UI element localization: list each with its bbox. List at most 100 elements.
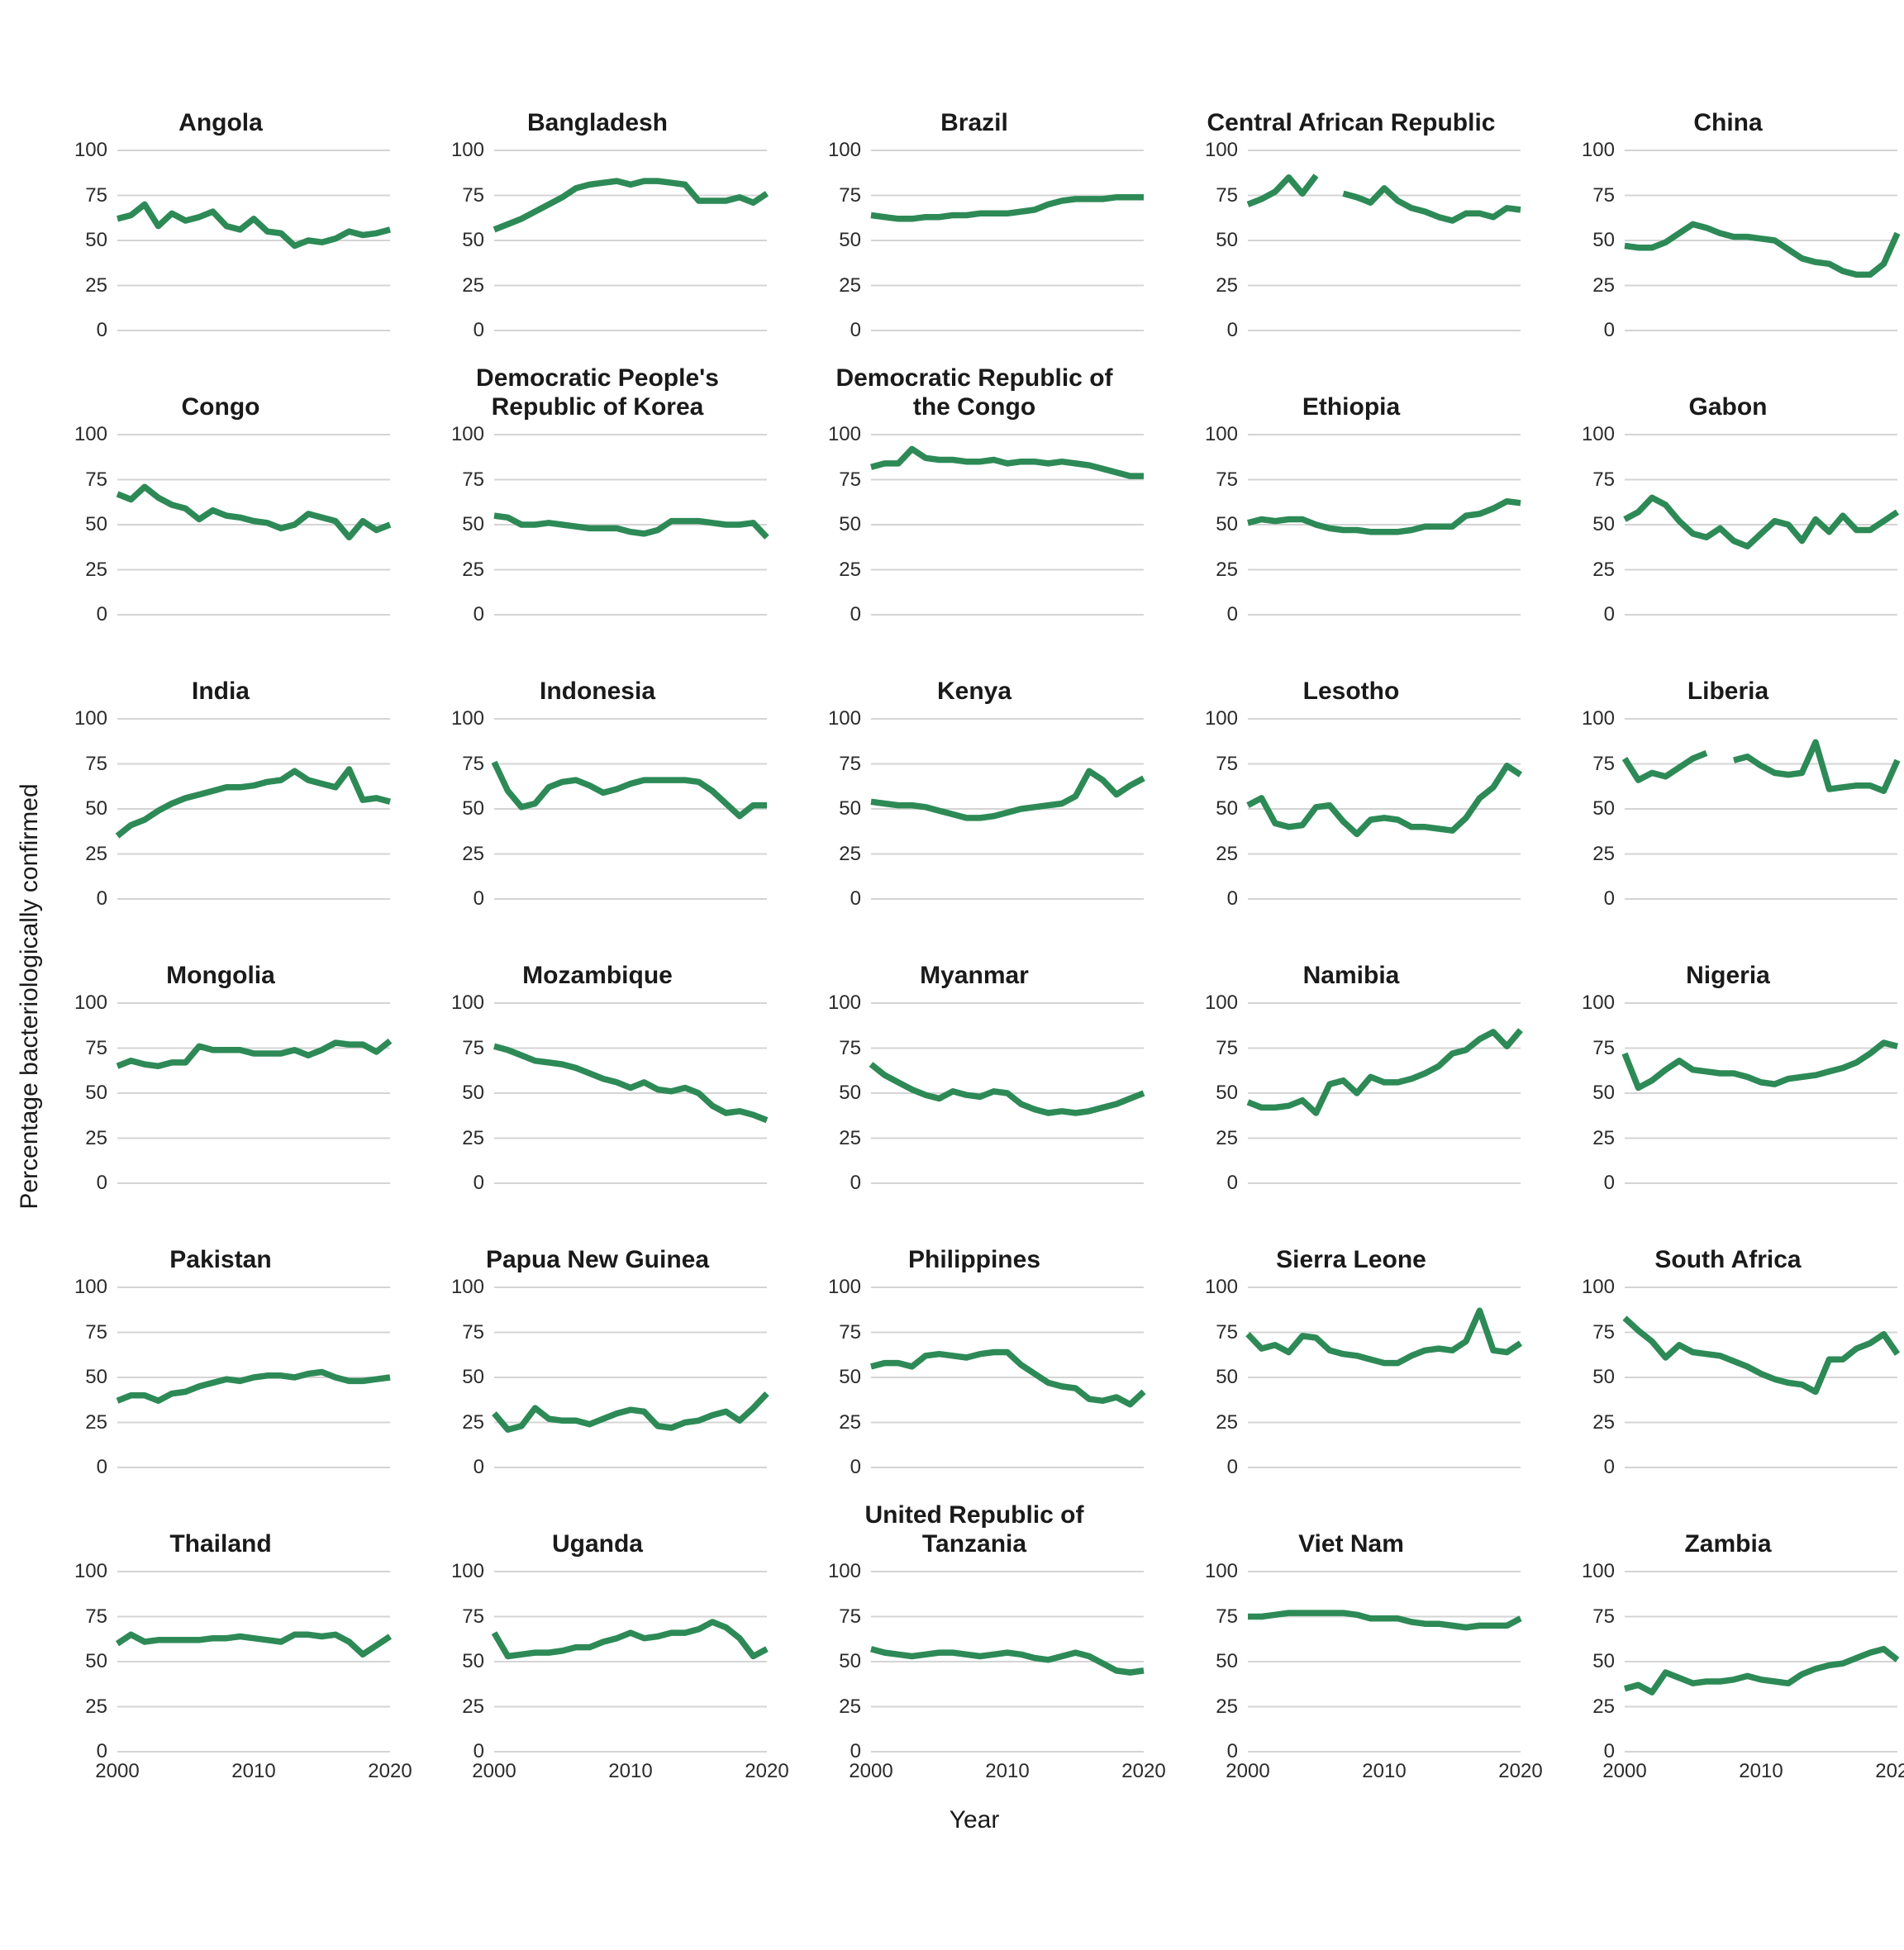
facet-plot-svg	[493, 434, 769, 616]
y-tick-label: 75	[1592, 468, 1615, 491]
y-axis-ticks: 0 25 50 75 100	[1559, 140, 1615, 340]
facet-plot: 0 25 50 75 100	[1559, 993, 1898, 1193]
facet-plot-svg	[491, 1571, 769, 1753]
facet-title: Ethiopia	[1182, 331, 1521, 435]
facet-plot-svg	[116, 1002, 393, 1184]
x-axis-ticks: 2000 2010 2020	[1226, 1752, 1542, 1782]
facet-plot-svg	[870, 718, 1145, 900]
y-axis-ticks: 0 25 50 75 100	[1182, 993, 1238, 1193]
data-line-angola	[117, 201, 391, 250]
facet-title: Indonesia	[428, 615, 767, 719]
facet-title: Brazil	[805, 46, 1144, 150]
x-tick-label: 2000	[472, 1760, 516, 1782]
facet-plot: 0 25 50 75 100	[1559, 1277, 1901, 1477]
facet-title: Lesotho	[1182, 615, 1521, 719]
facet-title: Zambia	[1559, 1467, 1897, 1572]
facet-title-text: Papua New Guinea	[485, 1245, 710, 1273]
data-line-sierra-leone	[1245, 1307, 1523, 1367]
y-tick-label: 75	[1216, 183, 1238, 207]
facet-title-text: South Africa	[1654, 1245, 1802, 1273]
facet-plot: 0 25 50 75 100	[1559, 1562, 1900, 1762]
y-tick-label: 0	[1226, 603, 1238, 625]
facet-plot-svg	[116, 434, 392, 616]
x-axis-title: Year	[949, 1806, 1000, 1833]
data-line-china	[1624, 221, 1901, 278]
y-tick-label: 100	[1581, 707, 1615, 730]
facet-title-text: Brazil	[940, 108, 1008, 136]
facet-title: Mozambique	[428, 899, 767, 1003]
data-line-congo	[116, 483, 392, 541]
facet-plot-svg	[117, 149, 391, 331]
facet-plot: 0 25 50 75 100	[1182, 709, 1523, 909]
facet-plot-svg	[115, 718, 391, 900]
facet-plot: 0 25 50 75 100	[805, 709, 1145, 909]
facet-myanmar: Myanmar 0 25 50 75 100	[805, 899, 1145, 1193]
facet-gabon: Gabon 0 25 50 75 100	[1559, 331, 1900, 625]
y-tick-label: 0	[1226, 1740, 1238, 1762]
facet-central-african-republic: Central African Republic 0 25 50 75 100	[1182, 46, 1521, 340]
facet-title: Congo	[51, 331, 390, 435]
y-tick-label: 25	[839, 1126, 861, 1149]
facet-plot: 0 25 50 75 100	[805, 1562, 1145, 1762]
facet-title: Thailand	[51, 1467, 390, 1572]
y-tick-label: 0	[1603, 1456, 1615, 1478]
y-tick-label: 25	[462, 273, 484, 297]
y-tick-label: 75	[1592, 1605, 1615, 1628]
y-tick-label: 100	[450, 423, 484, 445]
data-line-south-africa	[1622, 1315, 1901, 1396]
y-tick-label: 100	[450, 992, 484, 1014]
facet-plot: 0 25 50 75 100	[51, 1562, 393, 1762]
y-axis-ticks: 0 25 50 75 100	[51, 1562, 107, 1762]
facet-title-text: India	[191, 677, 250, 705]
y-tick-label: 0	[1226, 1172, 1238, 1194]
facet-title-text: Lesotho	[1302, 677, 1400, 705]
facet-title-text: Mozambique	[522, 961, 673, 989]
y-tick-label: 25	[1592, 842, 1615, 865]
y-tick-label: 25	[1592, 1126, 1615, 1149]
facet-plot-svg	[870, 434, 1144, 616]
facet-india: India 0 25 50 75 100	[51, 615, 391, 909]
facet-title-text: Mongolia	[166, 961, 275, 989]
y-tick-label: 100	[74, 1560, 107, 1582]
facet-plot: 0 25 50 75 100	[1182, 140, 1521, 340]
facet-title: Myanmar	[805, 899, 1144, 1003]
y-axis-ticks: 0 25 50 75 100	[805, 425, 861, 625]
facet-plot: 0 25 50 75 100	[1559, 709, 1901, 909]
facet-title: South Africa	[1559, 1183, 1897, 1287]
facet-title-text: United Republic of Tanzania	[864, 1501, 1084, 1558]
y-tick-label: 75	[85, 468, 107, 491]
facet-title-text: Liberia	[1687, 677, 1769, 705]
y-tick-label: 25	[1592, 558, 1615, 581]
y-tick-label: 75	[1216, 1320, 1238, 1344]
facet-title-text: Central African Republic	[1207, 108, 1496, 136]
y-tick-label: 50	[85, 1082, 107, 1104]
facet-plot: 0 25 50 75 100	[428, 1277, 769, 1477]
y-tick-label: 0	[473, 319, 484, 341]
data-line-mongolia	[116, 1038, 393, 1070]
data-line-bangladesh	[493, 178, 769, 233]
data-line-ethiopia	[1247, 497, 1521, 535]
y-axis-ticks: 0 25 50 75 100	[428, 140, 484, 340]
y-tick-label: 25	[462, 1695, 484, 1718]
y-tick-label: 0	[1603, 1172, 1615, 1194]
y-tick-label: 25	[1216, 558, 1238, 581]
y-axis-ticks: 0 25 50 75 100	[1559, 1562, 1615, 1762]
y-axis-ticks: 0 25 50 75 100	[1182, 1277, 1238, 1477]
y-tick-label: 50	[85, 229, 107, 251]
y-tick-label: 25	[85, 842, 107, 865]
y-tick-label: 100	[1581, 139, 1615, 161]
y-tick-label: 100	[74, 707, 107, 730]
y-axis-ticks: 0 25 50 75 100	[1559, 993, 1615, 1193]
y-tick-label: 25	[839, 1695, 861, 1718]
facet-plot: 0 25 50 75 100	[1182, 1277, 1523, 1477]
y-tick-label: 100	[827, 139, 861, 161]
y-tick-label: 100	[74, 992, 107, 1014]
facet-nigeria: Nigeria 0 25 50 75 100	[1559, 899, 1898, 1193]
y-tick-label: 0	[473, 1456, 484, 1478]
y-tick-label: 25	[839, 273, 861, 297]
y-tick-label: 50	[462, 1082, 484, 1104]
y-tick-label: 50	[1216, 229, 1238, 251]
facet-plot-svg	[493, 149, 769, 331]
y-tick-label: 0	[473, 887, 484, 910]
data-line-uganda	[491, 1619, 769, 1660]
